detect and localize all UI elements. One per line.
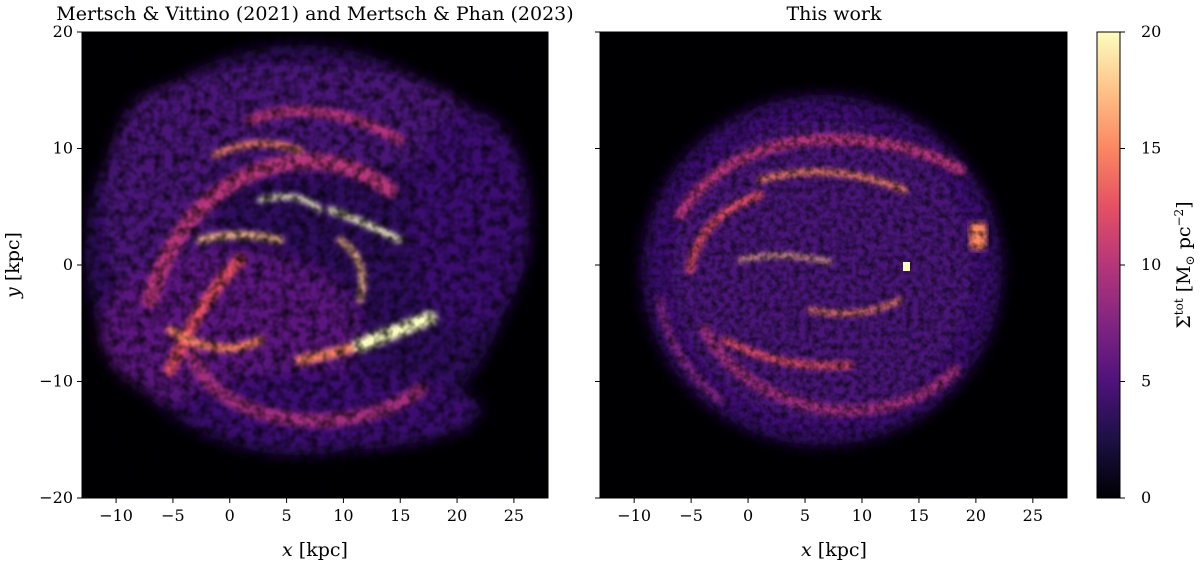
- panel-left-ylabel: y [kpc]: [2, 232, 24, 299]
- panel-right-title: This work: [786, 3, 882, 25]
- panel-left-xlabel: x [kpc]: [282, 539, 348, 561]
- right-xtick-label: 15: [909, 506, 929, 525]
- left-ytick-label: −20: [39, 488, 73, 507]
- heatmap-left: [82, 32, 548, 498]
- left-xtick-label: −5: [161, 506, 185, 525]
- left-ytick-label: 10: [53, 139, 73, 158]
- left-xtick-label: 15: [390, 506, 410, 525]
- right-xtick-label: 5: [800, 506, 810, 525]
- colorbar: 0 5 10 15 20 Σtot [M⊙ pc−2]: [1096, 22, 1197, 507]
- colorbar-tick-label: 5: [1141, 372, 1151, 391]
- heatmap-right: [600, 32, 1067, 498]
- right-xtick-label: −5: [679, 506, 703, 525]
- left-xtick-label: 20: [447, 506, 467, 525]
- left-xtick-label: −10: [99, 506, 133, 525]
- left-xtick-label: 0: [225, 506, 235, 525]
- colorbar-label: Σtot [M⊙ pc−2]: [1172, 201, 1197, 328]
- right-xtick-label: −10: [617, 506, 651, 525]
- left-ytick-label: 0: [63, 255, 73, 274]
- panel-right-xlabel: x [kpc]: [801, 539, 867, 561]
- left-xtick-label: 25: [504, 506, 524, 525]
- left-ytick-label: 20: [53, 22, 73, 41]
- colorbar-tick-label: 10: [1141, 255, 1161, 274]
- panel-right: This work −10 −5 0 5 10 15 20 25 x [kp: [595, 3, 1068, 561]
- colorbar-tick-label: 0: [1141, 488, 1151, 507]
- colorbar-ticks: 0 5 10 15 20: [1120, 22, 1161, 507]
- bright-spot: [903, 262, 910, 271]
- right-xtick-label: 0: [743, 506, 753, 525]
- panel-right-ticks: −10 −5 0 5 10 15 20 25: [595, 31, 1043, 525]
- left-ytick-label: −10: [39, 372, 73, 391]
- colorbar-tick-label: 20: [1141, 22, 1161, 41]
- panel-left-title: Mertsch & Vittino (2021) and Mertsch & P…: [56, 3, 573, 25]
- panel-left: Mertsch & Vittino (2021) and Mertsch & P…: [2, 3, 574, 561]
- panel-left-ticks: −10 −5 0 5 10 15 20 25 −20 −10 0 10 20: [39, 22, 524, 525]
- colorbar-gradient: [1096, 31, 1121, 499]
- left-xtick-label: 5: [281, 506, 291, 525]
- right-xtick-label: 25: [1023, 506, 1043, 525]
- right-xtick-label: 10: [852, 506, 872, 525]
- right-xtick-label: 20: [966, 506, 986, 525]
- left-xtick-label: 10: [333, 506, 353, 525]
- colorbar-tick-label: 15: [1141, 139, 1161, 158]
